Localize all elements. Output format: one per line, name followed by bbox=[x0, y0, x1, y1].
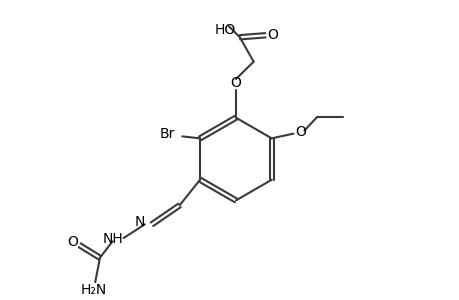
Text: N: N bbox=[134, 215, 145, 229]
Text: O: O bbox=[294, 125, 305, 139]
Text: NH: NH bbox=[102, 232, 123, 246]
Text: Br: Br bbox=[159, 128, 175, 141]
Text: H₂N: H₂N bbox=[80, 283, 106, 297]
Text: O: O bbox=[267, 28, 277, 42]
Text: O: O bbox=[230, 76, 241, 90]
Text: O: O bbox=[67, 235, 78, 249]
Text: HO: HO bbox=[214, 23, 235, 37]
